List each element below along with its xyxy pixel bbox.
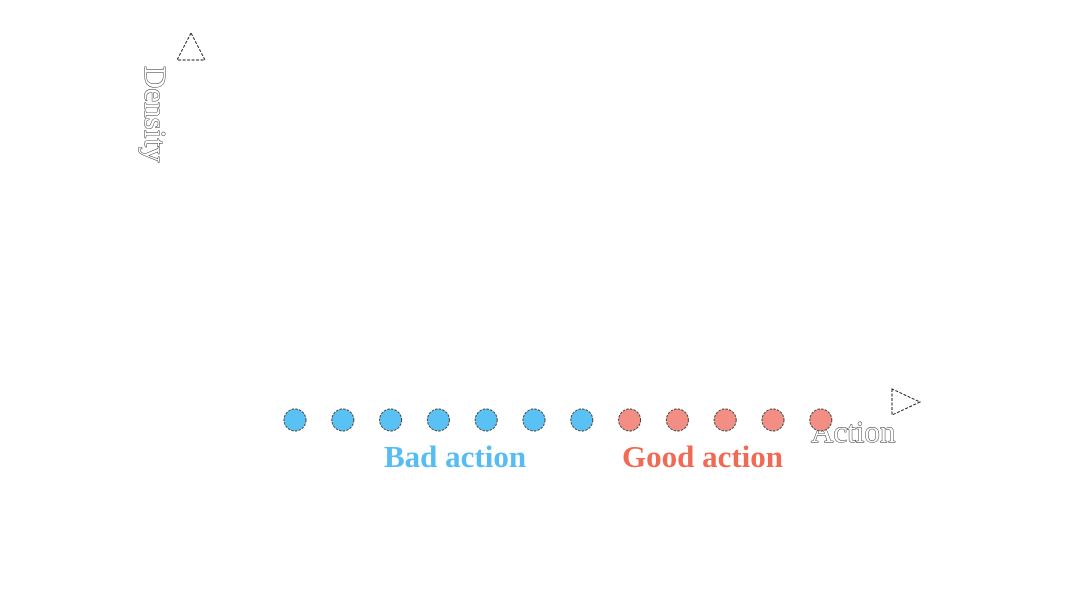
bad-action-label: Bad action bbox=[384, 439, 526, 474]
y-axis-arrowhead bbox=[176, 31, 206, 61]
bad-action-dot bbox=[331, 408, 355, 432]
good-action-dot bbox=[809, 408, 833, 432]
good-action-dot bbox=[665, 408, 689, 432]
y-axis-label: Density bbox=[138, 66, 173, 163]
x-axis-arrowhead bbox=[891, 388, 922, 416]
action-dots bbox=[283, 408, 833, 432]
bad-action-dot bbox=[522, 408, 546, 432]
bad-action-dot bbox=[570, 408, 594, 432]
bad-action-dot bbox=[283, 408, 307, 432]
bad-action-dot bbox=[379, 408, 403, 432]
bad-action-dot bbox=[426, 408, 450, 432]
good-action-dot bbox=[618, 408, 642, 432]
bad-action-dot bbox=[474, 408, 498, 432]
good-action-dot bbox=[713, 408, 737, 432]
good-action-dot bbox=[761, 408, 785, 432]
good-action-label: Good action bbox=[622, 439, 783, 474]
